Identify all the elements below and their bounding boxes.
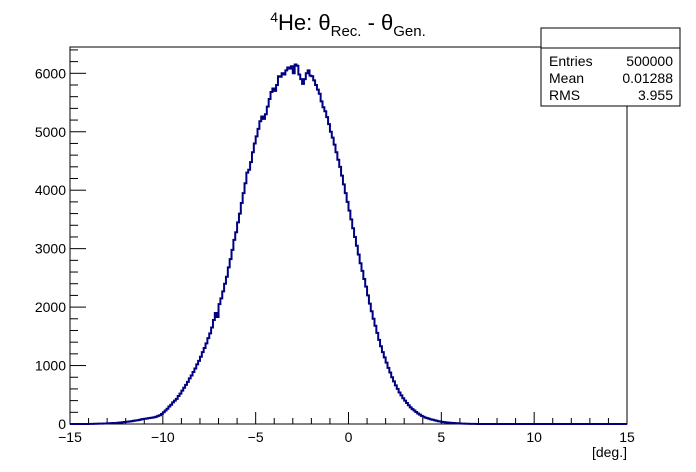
x-tick-label: 0 (345, 429, 353, 445)
x-axis-label: [deg.] (592, 444, 627, 460)
y-axis: 0 1000 2000 3000 4000 5000 6000 (35, 49, 86, 432)
stats-rms-value: 3.955 (638, 87, 673, 103)
title-minus: - (361, 10, 381, 35)
stats-entries-label: Entries (549, 53, 593, 69)
x-axis: −15 −10 −5 0 5 10 15 (58, 412, 635, 445)
chart-title: 4He: θRec. - θGen. (270, 9, 426, 40)
x-tick-label: −15 (58, 429, 82, 445)
title-sub-gen: Gen. (393, 23, 426, 40)
y-tick-label: 6000 (35, 65, 66, 81)
y-tick-label: 0 (58, 416, 66, 432)
y-tick-label: 2000 (35, 299, 66, 315)
title-superscript: 4 (270, 9, 278, 25)
title-base: He: (278, 10, 318, 35)
stats-entries-value: 500000 (626, 53, 673, 69)
x-tick-label: 10 (526, 429, 542, 445)
histogram-line (70, 63, 627, 425)
stats-mean-label: Mean (549, 70, 584, 86)
y-tick-label: 4000 (35, 182, 66, 198)
y-tick-label: 1000 (35, 358, 66, 374)
stats-mean-value: 0.01288 (622, 70, 673, 86)
stats-box-frame (540, 27, 681, 107)
title-theta-2: θ (381, 10, 393, 35)
x-tick-label: 15 (619, 429, 635, 445)
x-tick-label: 5 (437, 429, 445, 445)
y-tick-label: 3000 (35, 241, 66, 257)
y-tick-label: 5000 (35, 124, 66, 140)
stats-rms-label: RMS (549, 87, 580, 103)
title-sub-rec: Rec. (331, 23, 362, 40)
stats-box: Entries 500000 Mean 0.01288 RMS 3.955 (540, 27, 681, 107)
title-theta-1: θ (318, 10, 330, 35)
x-tick-label: −5 (248, 429, 264, 445)
x-tick-label: −10 (151, 429, 175, 445)
